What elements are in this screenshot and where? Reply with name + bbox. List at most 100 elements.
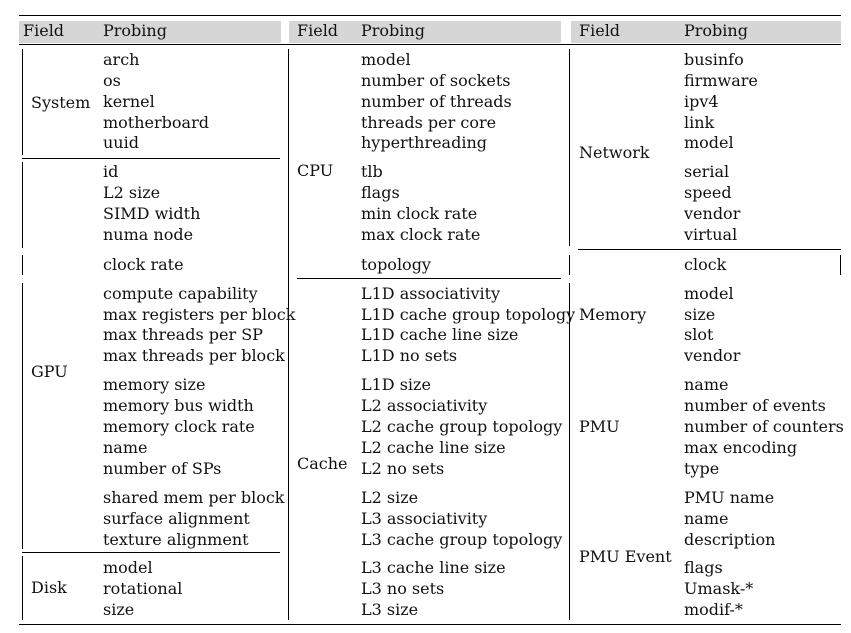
probing-item: texture alignment: [103, 530, 249, 549]
probing-item: description: [684, 530, 776, 549]
probing-item: os: [103, 71, 121, 90]
col1-left-bar: [22, 162, 23, 248]
probing-item: L2 size: [103, 183, 161, 202]
header-field-1: Field: [23, 21, 65, 40]
probing-item: max clock rate: [361, 225, 481, 244]
col1-right-bar-inner: [288, 255, 289, 275]
probing-item: type: [684, 459, 720, 478]
probing-item: max encoding: [684, 438, 798, 457]
col2-right-bar: [569, 49, 570, 246]
probing-item: id: [103, 162, 119, 181]
probing-item: kernel: [103, 92, 155, 111]
field-memory: Memory: [579, 305, 647, 324]
probing-item: L2 associativity: [361, 396, 488, 415]
field-pmu-event: PMU Event: [579, 547, 672, 566]
probing-item: L3 size: [361, 600, 419, 619]
header-field-2: Field: [297, 21, 339, 40]
probing-item: name: [103, 438, 148, 457]
col1-sep: [22, 158, 280, 159]
probing-item: L3 cache group topology: [361, 530, 563, 549]
probing-item: threads per core: [361, 113, 497, 132]
col3-sep: [578, 249, 841, 250]
probing-item: ipv4: [684, 92, 719, 111]
probing-item: size: [103, 600, 135, 619]
probing-item: SIMD width: [103, 204, 201, 223]
probing-item: model: [103, 558, 153, 577]
probing-item: vendor: [684, 346, 741, 365]
probing-item: L2 cache line size: [361, 438, 506, 457]
probing-item: L1D associativity: [361, 284, 501, 303]
probing-item: L1D cache group topology: [361, 305, 576, 324]
probing-item: L3 no sets: [361, 579, 445, 598]
col1-left-bar: [22, 556, 23, 620]
probing-item: hyperthreading: [361, 133, 487, 152]
probing-item: number of counters: [684, 417, 844, 436]
probing-item: memory bus width: [103, 396, 254, 415]
header-probing-3: Probing: [684, 21, 748, 40]
col2-sep: [297, 278, 561, 279]
probing-item: number of sockets: [361, 71, 511, 90]
col1-left-bar: [22, 283, 23, 549]
probing-item: tlb: [361, 162, 383, 181]
probing-item: L1D cache line size: [361, 325, 519, 344]
probing-item: model: [684, 284, 734, 303]
field-pmu: PMU: [579, 417, 620, 436]
probing-item: clock rate: [103, 255, 184, 274]
col1-left-bar: [22, 255, 23, 275]
field-cache: Cache: [297, 454, 348, 473]
probing-item: L2 size: [361, 488, 419, 507]
col1-left-bar: [22, 49, 23, 155]
bottom-rule: [19, 624, 841, 625]
probing-item: virtual: [684, 225, 738, 244]
probing-item: number of threads: [361, 92, 512, 111]
probing-item: model: [361, 50, 411, 69]
probing-item: speed: [684, 183, 732, 202]
header-probing-2: Probing: [361, 21, 425, 40]
probing-item: firmware: [684, 71, 758, 90]
probing-item: compute capability: [103, 284, 258, 303]
header-probing-1: Probing: [103, 21, 167, 40]
probing-item: L1D size: [361, 375, 431, 394]
field-disk: Disk: [31, 578, 67, 597]
probing-item: name: [684, 509, 729, 528]
header-band-2: [289, 21, 561, 43]
col2-right-bar: [569, 283, 570, 620]
probing-item: motherboard: [103, 113, 209, 132]
header-band-3: [571, 21, 841, 43]
probing-item: serial: [684, 162, 730, 181]
probing-item: surface alignment: [103, 509, 250, 528]
probing-item: businfo: [684, 50, 744, 69]
probing-item: L1D no sets: [361, 346, 458, 365]
header-bottom-rule: [19, 44, 841, 45]
probing-item: number of events: [684, 396, 826, 415]
probing-item: flags: [361, 183, 400, 202]
probing-item: min clock rate: [361, 204, 478, 223]
header-band-1: [19, 21, 281, 43]
probing-item: link: [684, 113, 715, 132]
probing-item: max registers per block: [103, 305, 296, 324]
probing-item: number of SPs: [103, 459, 222, 478]
probing-item: clock: [684, 255, 727, 274]
probing-item: uuid: [103, 133, 139, 152]
probing-item: max threads per SP: [103, 325, 263, 344]
probing-item: arch: [103, 50, 140, 69]
field-network: Network: [579, 143, 650, 162]
probing-item: vendor: [684, 204, 741, 223]
probing-item: memory size: [103, 375, 206, 394]
probing-item: model: [684, 133, 734, 152]
col1-sep: [22, 552, 280, 553]
probing-item: rotational: [103, 579, 183, 598]
field-cpu: CPU: [297, 161, 334, 180]
header-field-3: Field: [579, 21, 621, 40]
col2-right-bar: [569, 255, 570, 275]
probing-item: name: [684, 375, 729, 394]
top-rule: [19, 15, 841, 16]
col1-right-bar: [288, 49, 289, 620]
probing-item: shared mem per block: [103, 488, 285, 507]
probing-item: topology: [361, 255, 431, 274]
probing-item: numa node: [103, 225, 194, 244]
probing-item: Umask-*: [684, 579, 754, 598]
probing-item: PMU name: [684, 488, 775, 507]
probing-item: size: [684, 305, 716, 324]
probing-item: slot: [684, 325, 714, 344]
